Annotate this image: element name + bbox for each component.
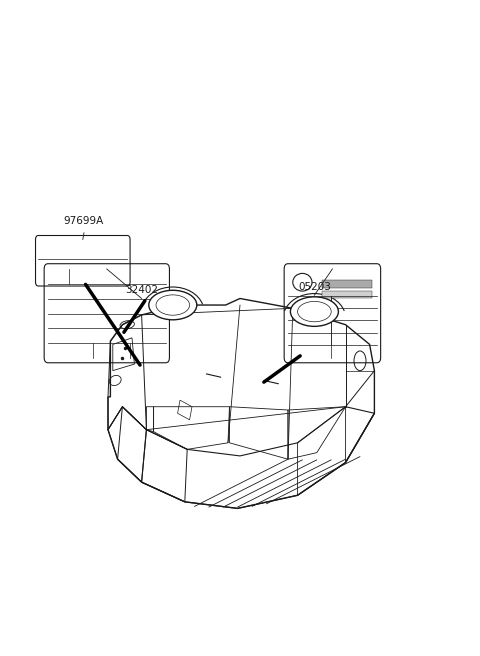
Text: 32402: 32402 xyxy=(125,285,158,295)
Ellipse shape xyxy=(290,297,338,326)
Ellipse shape xyxy=(149,290,197,319)
Text: 97699A: 97699A xyxy=(64,216,104,226)
Text: 05203: 05203 xyxy=(298,282,331,292)
Bar xyxy=(322,291,372,298)
Bar xyxy=(322,280,372,289)
